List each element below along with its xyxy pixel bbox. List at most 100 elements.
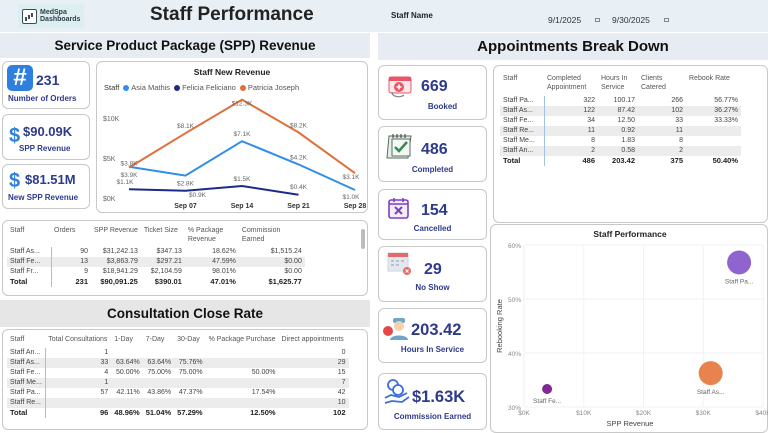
table-row[interactable]: Staff Re... 10	[7, 398, 349, 408]
col-header-sorted[interactable]: Completed Appointment	[547, 75, 587, 91]
cell-value: 102	[638, 106, 686, 116]
table-row[interactable]: Staff Fr... 9 $18,941.29 $2,104.59 98.01% $0.…	[7, 267, 305, 277]
date-start-field[interactable]: 9/1/2025	[548, 15, 601, 25]
cell-value: 75.00%	[147, 369, 172, 376]
staff-name-filter[interactable]: Staff Name	[391, 11, 433, 20]
table-row[interactable]: Staff Me... 1 7	[7, 378, 349, 388]
row-label: Staff As...	[500, 106, 545, 116]
col-header[interactable]: 1-Day	[114, 336, 133, 343]
cell-value: 47.59%	[184, 257, 239, 267]
table-row[interactable]: Staff As... 90 $31,242.13 $347.13 18.62% $1,5…	[7, 247, 305, 257]
cell-value: $347.13	[156, 248, 182, 255]
col-header[interactable]: Rebook Rate	[689, 75, 730, 82]
kpi-label: Hours In Service	[400, 345, 465, 354]
cell-value	[205, 358, 279, 368]
x-tick-label: Sep 21	[287, 203, 310, 210]
y-tick-label: $5K	[103, 156, 116, 163]
col-header[interactable]: Total Consultations	[48, 336, 108, 343]
data-label: $1.1K	[117, 179, 135, 186]
col-header[interactable]: Orders	[54, 227, 76, 234]
data-label: $8.2K	[290, 122, 308, 129]
col-header[interactable]: Commission Earned	[241, 227, 281, 243]
page-title: Staff Performance	[150, 4, 314, 25]
data-label: $8.1K	[177, 123, 195, 130]
total-value: 50.40%	[712, 156, 738, 165]
top-header	[0, 0, 768, 32]
consultation-section-title: Consultation Close Rate	[0, 300, 370, 327]
col-header[interactable]: Staff	[10, 227, 25, 234]
table-row[interactable]: Staff Fe... 4 50.00% 75.00% 75.00% 50.00% 15	[7, 368, 349, 378]
dollar-icon: $	[9, 170, 21, 192]
table-row[interactable]: Staff An... 1 0	[7, 348, 349, 358]
kpi-booked: 669 Booked	[378, 65, 487, 120]
col-header[interactable]: SPP Revenue	[94, 227, 138, 234]
table-row[interactable]: Staff Re... 11 0.92 11	[500, 126, 741, 136]
series-line-asia-mathis	[128, 140, 356, 191]
cell-value: 50.00%	[251, 369, 276, 376]
col-header[interactable]: 30-Day	[177, 336, 200, 343]
cell-value: 8	[591, 137, 595, 144]
y-tick-label: $10K	[103, 116, 120, 123]
table-row[interactable]: Staff Pa... 57 42.11% 43.86% 47.37% 17.54% 42	[7, 388, 349, 398]
calendar-icon[interactable]	[595, 18, 601, 22]
kpi-cancelled: 154 Cancelled	[378, 189, 487, 240]
series-line-felicia-feliciano	[128, 184, 299, 196]
cell-value: 7	[278, 378, 349, 388]
bubble-point	[698, 361, 723, 386]
legend-item-patricia-joseph[interactable]: Patricia Joseph	[239, 83, 299, 92]
date-end-field[interactable]: 9/30/2025	[612, 15, 669, 25]
cell-value	[174, 348, 205, 358]
y-tick-label: $0K	[103, 196, 116, 203]
cell-value: 1	[104, 349, 109, 356]
legend-item-asia-mathis[interactable]: Asia Mathis	[123, 83, 170, 92]
col-header[interactable]: Staff	[10, 336, 25, 343]
table-row[interactable]: Staff Fe... 13 $3,863.79 $297.21 47.59% $0.00	[7, 257, 305, 267]
col-header[interactable]: % Package Revenue	[187, 227, 224, 243]
col-header[interactable]: Ticket Size	[143, 227, 178, 234]
cell-value: 29	[278, 358, 349, 368]
table-row[interactable]: Staff Fe... 34 12.50 33 33.33%	[500, 116, 741, 126]
data-label: $4.2K	[290, 154, 308, 161]
col-header[interactable]: Clients Catered	[641, 75, 666, 91]
staff-new-revenue-chart: Staff New Revenue Staff Asia Mathis Feli…	[96, 61, 368, 213]
calendar-icon[interactable]	[663, 18, 669, 22]
cell-value: 18.62%	[212, 248, 236, 255]
cell-value: $31,242.13	[102, 248, 138, 255]
cell-value: 9	[84, 268, 88, 275]
cell-value: 0.58	[598, 146, 638, 156]
legend-item-felicia-feliciano[interactable]: Felicia Feliciano	[174, 83, 236, 92]
cell-value: 42.11%	[116, 389, 140, 396]
table-row[interactable]: Staff Me... 8 1.83 8	[500, 136, 741, 146]
table-row[interactable]: Staff As... 33 63.64% 63.64% 75.76% 29	[7, 358, 349, 368]
table-row[interactable]: Staff Pa... 322 100.17 266 56.77%	[500, 96, 741, 106]
col-header[interactable]: 7-Day	[145, 336, 165, 343]
kpi-label: Cancelled	[413, 224, 452, 233]
table-row[interactable]: Staff An... 2 0.58 2	[500, 146, 741, 156]
col-header[interactable]: Staff	[503, 75, 518, 82]
total-value: 231	[75, 277, 88, 286]
cell-value: 98.01%	[212, 268, 236, 275]
logo-chart-icon	[22, 8, 37, 24]
row-label: Staff As...	[7, 247, 52, 257]
cell-value: 11	[638, 126, 686, 136]
data-label: $0.9K	[189, 192, 207, 199]
total-value: 51.04%	[145, 408, 172, 417]
row-label: Staff Re...	[500, 126, 545, 136]
kpi-value: $90.09K	[23, 124, 73, 139]
cell-value: 75.00%	[178, 369, 203, 376]
col-header[interactable]: % Package Purchase	[208, 336, 276, 343]
hash-icon: #	[7, 65, 33, 91]
cell-value	[205, 398, 279, 408]
col-header[interactable]: Hours In Service	[601, 75, 628, 91]
cell-value: 33	[45, 358, 112, 368]
col-header[interactable]: Direct appointments	[281, 336, 344, 343]
cell-value: 17.54%	[251, 389, 276, 396]
cell-value	[174, 398, 206, 408]
cell-value: 36.27%	[686, 106, 741, 116]
table-row[interactable]: Staff As... 122 87.42 102 36.27%	[500, 106, 741, 116]
kpi-value: $1.63K	[412, 388, 466, 406]
calendar-noshow-icon	[387, 252, 411, 275]
cell-value: 1.83	[621, 137, 635, 144]
table-scrollbar[interactable]	[361, 229, 365, 249]
